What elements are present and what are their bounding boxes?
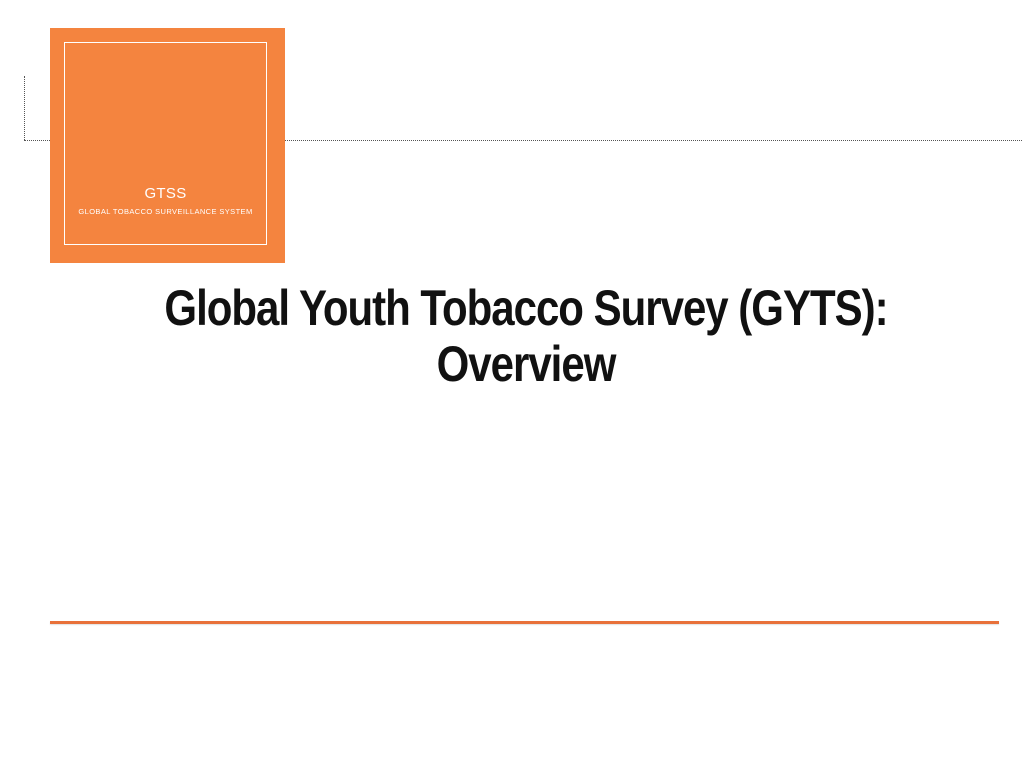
accent-divider-line — [50, 621, 999, 624]
decorative-dotted-vertical-line — [24, 76, 25, 140]
slide-title-line-1: Global Youth Tobacco Survey (GYTS): — [164, 280, 888, 336]
gtss-logo: GTSS GLOBAL TOBACCO SURVEILLANCE SYSTEM — [50, 28, 285, 263]
slide-title: Global Youth Tobacco Survey (GYTS): Over… — [135, 280, 918, 392]
logo-subtitle: GLOBAL TOBACCO SURVEILLANCE SYSTEM — [78, 207, 253, 216]
decorative-dotted-horizontal-line — [24, 140, 1022, 141]
logo-acronym: GTSS — [144, 185, 187, 202]
logo-inner-border: GTSS GLOBAL TOBACCO SURVEILLANCE SYSTEM — [64, 42, 267, 245]
slide-title-line-2: Overview — [436, 336, 617, 392]
